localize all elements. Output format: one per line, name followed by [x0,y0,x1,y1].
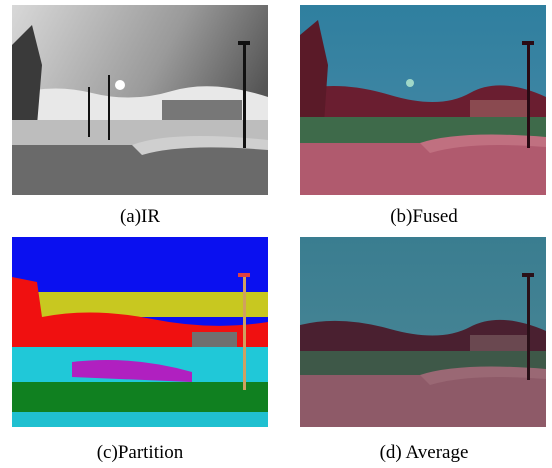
ir-image [12,5,268,195]
average-image [300,237,546,427]
caption: (b)Fused [296,206,552,228]
caption: (c)Partition [12,442,268,464]
caption: (d) Average [296,442,552,464]
figure: (a)IR (b)Fused (c)Partition (d) Average [0,0,552,468]
caption: (a)IR [12,206,268,228]
figure-images [0,0,552,468]
fused-image [300,5,546,195]
partition-image [12,237,268,427]
